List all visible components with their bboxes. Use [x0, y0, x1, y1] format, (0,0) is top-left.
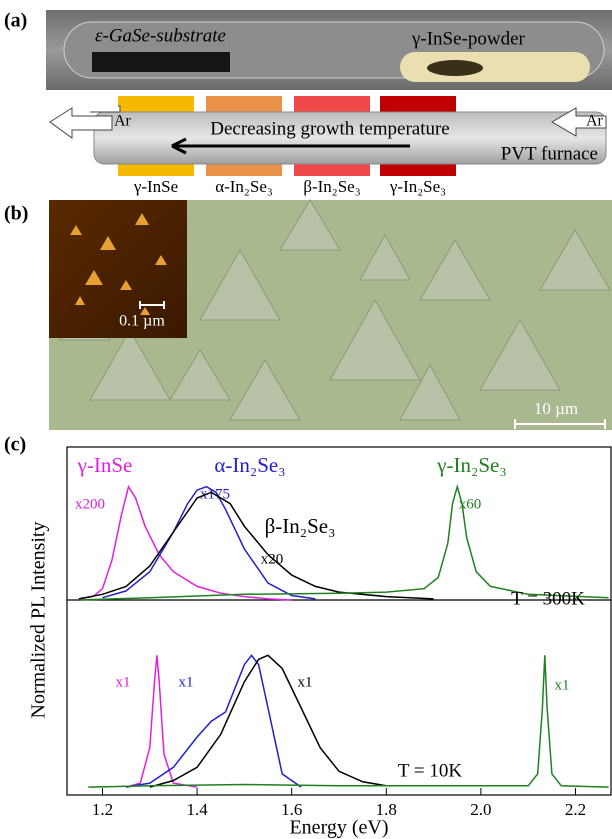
temperature-label: T = 300K: [511, 588, 585, 609]
gas-label: Ar: [114, 113, 132, 130]
multiplier: x1: [179, 674, 194, 690]
temperature-label: T = 10K: [398, 760, 462, 781]
multiplier: x1: [116, 674, 131, 690]
series-label: β-In₂Se₃: [265, 514, 336, 538]
substrate: [92, 52, 230, 72]
plot-frame: [67, 447, 611, 795]
x-tick-label: 1.4: [186, 800, 208, 819]
multiplier: x20: [261, 551, 284, 567]
multiplier: x60: [459, 496, 482, 512]
scale-label: 10 µm: [534, 399, 578, 418]
scale-label: 0.1 µm: [119, 313, 165, 330]
panel-label: (a): [4, 10, 27, 32]
powder: [427, 60, 483, 76]
panel-label: (b): [4, 203, 28, 225]
x-tick-label: 1.6: [281, 800, 302, 819]
spectra: γ-InSex200α-In₂Se₃x175β-In₂Se₃x20γ-In₂Se…: [28, 453, 609, 839]
spectrum: [103, 487, 316, 599]
x-axis-label: Energy (eV): [289, 817, 388, 839]
substrate-label: ε-GaSe-substrate: [95, 25, 226, 46]
x-tick-label: 1.8: [376, 800, 397, 819]
furnace-label: PVT furnace: [501, 143, 598, 164]
zone-label: γ-In₂Se₃: [389, 177, 446, 196]
zone-label: β-In₂Se₃: [303, 177, 360, 196]
y-axis-label: Normalized PL Intensity: [28, 522, 50, 719]
spectrum: [79, 492, 434, 599]
panel-label: (c): [4, 434, 26, 456]
spectrum: [79, 487, 292, 600]
multiplier: x200: [75, 496, 105, 512]
multiplier: x1: [555, 677, 570, 693]
series-label: γ-In₂Se₃: [436, 453, 506, 477]
series-label: γ-InSe: [77, 453, 133, 477]
multiplier: x1: [298, 674, 313, 690]
afm-inset: [49, 200, 187, 338]
x-tick-label: 1.2: [92, 800, 113, 819]
spectrum: [79, 487, 609, 600]
figure: (a) ε-GaSe-substrate γ-InSe-powder Ar Ar…: [0, 0, 612, 839]
x-tick-label: 2.2: [565, 800, 586, 819]
zone-label: γ-InSe: [133, 177, 178, 196]
powder-label: γ-InSe-powder: [411, 28, 526, 49]
arrow-label: Decreasing growth temperature: [210, 118, 450, 139]
gas-label: Ar: [586, 113, 604, 130]
x-tick-label: 2.0: [470, 800, 491, 819]
zone-label: α-In₂Se₃: [215, 177, 273, 196]
spectrum: [88, 655, 608, 787]
series-label: α-In₂Se₃: [214, 453, 285, 477]
